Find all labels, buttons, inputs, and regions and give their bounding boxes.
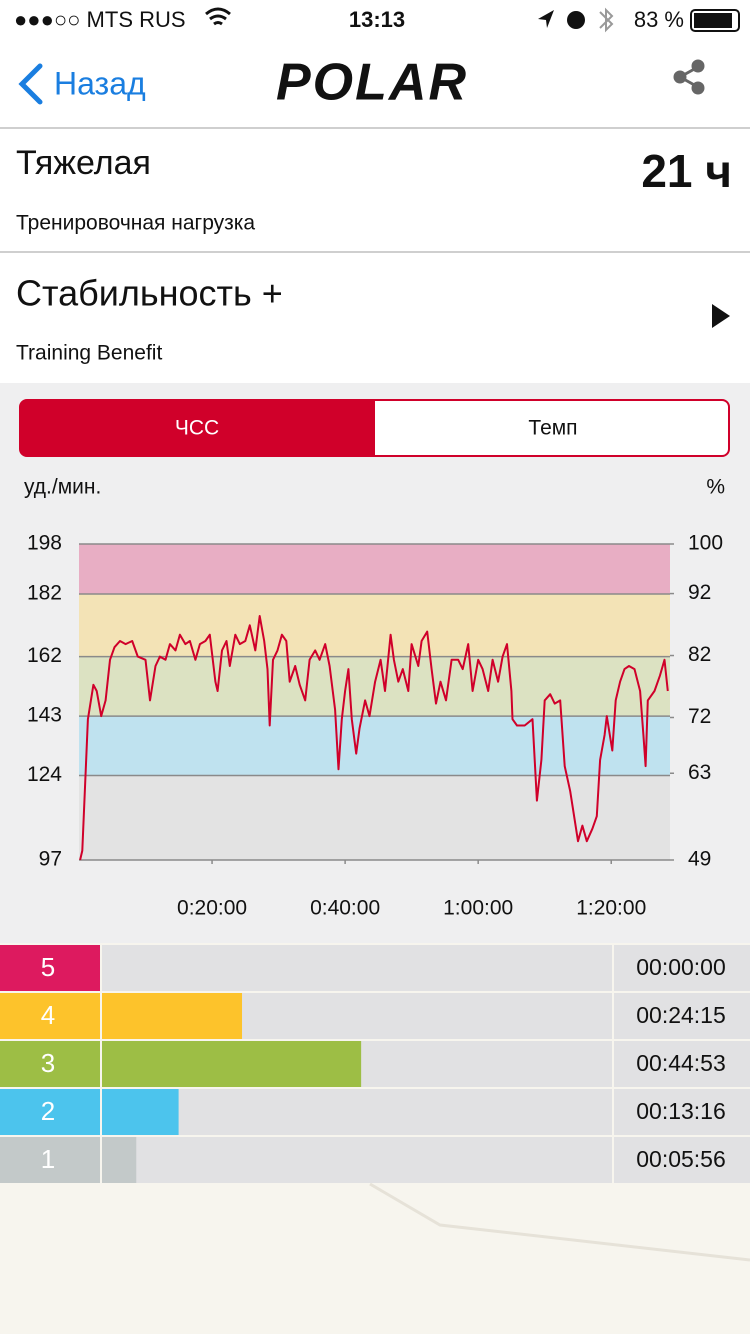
zone-bar bbox=[102, 1089, 179, 1135]
zone-label-box bbox=[0, 1137, 100, 1183]
zone-time: 00:05:56 bbox=[636, 1146, 726, 1172]
zone-label: 5 bbox=[41, 952, 55, 982]
clock: 13:13 bbox=[349, 7, 405, 32]
y2-tick-label: 49 bbox=[688, 848, 711, 871]
y2-axis-label: % bbox=[706, 476, 725, 499]
zone-time: 00:44:53 bbox=[636, 1050, 726, 1076]
y-tick-label: 182 bbox=[27, 582, 62, 605]
y-tick-label: 97 bbox=[39, 848, 62, 871]
battery-icon bbox=[690, 9, 740, 32]
zone-time-cell bbox=[614, 993, 750, 1039]
zone-label: 1 bbox=[41, 1144, 55, 1174]
zone-time-cell bbox=[614, 1089, 750, 1135]
share-dot bbox=[691, 81, 705, 95]
battery-fill bbox=[694, 13, 732, 28]
zone-time: 00:00:00 bbox=[636, 954, 726, 980]
heart-rate-line bbox=[79, 615, 669, 861]
y2-tick-label: 92 bbox=[688, 581, 711, 604]
x-tick-label: 1:20:00 bbox=[576, 897, 646, 920]
benefit-row[interactable]: Стабильность + Training Benefit bbox=[16, 273, 730, 365]
y-axis-label: уд./мин. bbox=[24, 476, 101, 499]
x-tick-label: 0:40:00 bbox=[310, 897, 380, 920]
zone-label: 3 bbox=[41, 1048, 55, 1078]
load-value: 21 ч bbox=[641, 145, 732, 197]
battery-level: 83 % bbox=[634, 7, 684, 32]
zone-band bbox=[79, 594, 670, 657]
zone-label: 4 bbox=[41, 1000, 55, 1030]
tab-active-background bbox=[20, 400, 375, 456]
y-tick-label: 162 bbox=[27, 644, 62, 667]
benefit-label: Training Benefit bbox=[16, 342, 162, 365]
zone-label: 2 bbox=[41, 1096, 55, 1126]
tab[interactable]: Темп bbox=[528, 417, 577, 440]
zone-time-cell bbox=[614, 1137, 750, 1183]
zone-track bbox=[102, 1089, 612, 1135]
load-label: Тренировочная нагрузка bbox=[16, 212, 255, 235]
zone-band bbox=[79, 544, 670, 595]
y2-tick-label: 63 bbox=[688, 761, 711, 784]
zone-label-box bbox=[0, 993, 100, 1039]
carrier: ●●●○○ MTS RUS bbox=[14, 7, 186, 32]
y2-tick-label: 100 bbox=[688, 532, 723, 555]
back-button[interactable]: Назад bbox=[54, 65, 146, 101]
zone-time-cell bbox=[614, 1041, 750, 1087]
header-background bbox=[0, 0, 750, 383]
x-tick-label: 0:20:00 bbox=[177, 897, 247, 920]
zone-label-box bbox=[0, 1089, 100, 1135]
zone-time: 00:13:16 bbox=[636, 1098, 726, 1124]
load-title: Тяжелая bbox=[16, 144, 151, 182]
benefit-title: Стабильность + bbox=[16, 273, 283, 314]
zone-bar bbox=[102, 1137, 137, 1183]
zone-track bbox=[102, 1137, 612, 1183]
zone-band bbox=[79, 716, 670, 776]
logo: POLAR bbox=[276, 54, 468, 112]
y2-tick-label: 72 bbox=[688, 705, 711, 728]
y-tick-label: 143 bbox=[27, 704, 62, 727]
disclosure-arrow bbox=[712, 304, 730, 328]
tab[interactable]: ЧСС bbox=[175, 417, 219, 440]
y-tick-label: 198 bbox=[27, 532, 62, 555]
zone-label-box bbox=[0, 1041, 100, 1087]
zone-time: 00:24:15 bbox=[636, 1002, 726, 1028]
zone-label-box bbox=[0, 945, 100, 991]
y2-tick-label: 82 bbox=[688, 643, 711, 666]
zone-bar bbox=[102, 993, 243, 1039]
zone-time-cell bbox=[614, 945, 750, 991]
alarm-icon bbox=[567, 11, 585, 29]
zone-band bbox=[79, 775, 670, 860]
share-icon[interactable] bbox=[673, 59, 705, 95]
zone-track bbox=[102, 945, 612, 991]
wifi-icon bbox=[205, 7, 231, 26]
map-road bbox=[369, 1182, 750, 1262]
share-dot bbox=[691, 59, 705, 73]
location-icon bbox=[538, 10, 554, 28]
bluetooth-icon bbox=[599, 7, 614, 33]
y-tick-label: 124 bbox=[27, 763, 62, 786]
back-chevron[interactable] bbox=[18, 63, 43, 105]
zone-bar bbox=[102, 1041, 362, 1087]
x-tick-label: 1:00:00 bbox=[443, 897, 513, 920]
share-dot bbox=[673, 70, 687, 84]
